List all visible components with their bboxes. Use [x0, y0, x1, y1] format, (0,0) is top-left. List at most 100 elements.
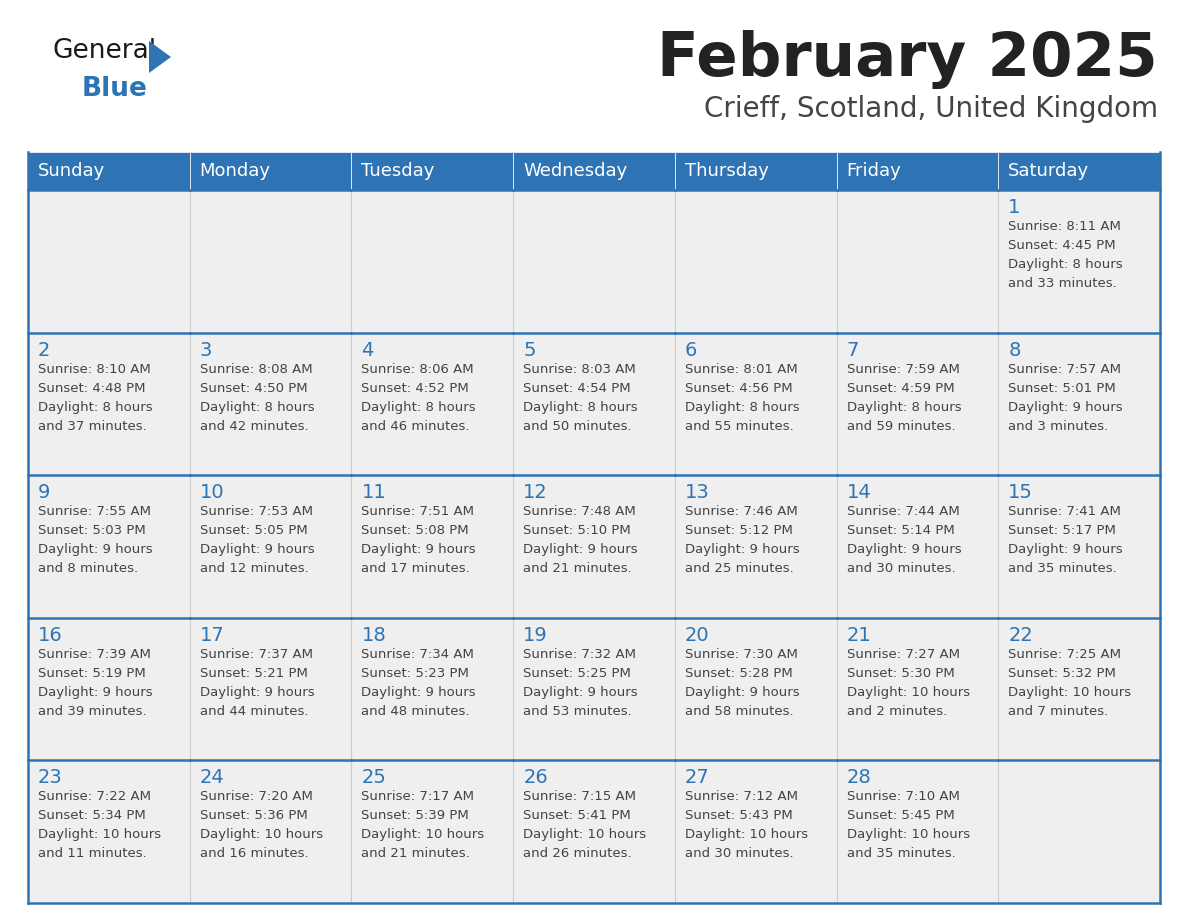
Text: and 17 minutes.: and 17 minutes. — [361, 562, 470, 576]
Text: Daylight: 10 hours: Daylight: 10 hours — [847, 828, 969, 842]
Text: Sunrise: 7:55 AM: Sunrise: 7:55 AM — [38, 505, 151, 518]
Text: Daylight: 9 hours: Daylight: 9 hours — [200, 543, 315, 556]
Bar — [998, 332, 1159, 476]
Text: Sunset: 5:12 PM: Sunset: 5:12 PM — [684, 524, 792, 537]
Bar — [190, 476, 352, 618]
Text: Daylight: 9 hours: Daylight: 9 hours — [523, 686, 638, 699]
Bar — [29, 152, 190, 190]
Bar — [29, 332, 190, 476]
Text: and 30 minutes.: and 30 minutes. — [684, 847, 794, 860]
Bar — [352, 190, 513, 332]
Text: Daylight: 9 hours: Daylight: 9 hours — [1009, 400, 1123, 414]
Text: Sunrise: 7:57 AM: Sunrise: 7:57 AM — [1009, 363, 1121, 375]
Text: Daylight: 10 hours: Daylight: 10 hours — [684, 828, 808, 842]
Text: Sunrise: 7:10 AM: Sunrise: 7:10 AM — [847, 790, 960, 803]
Bar — [190, 332, 352, 476]
Text: 27: 27 — [684, 768, 709, 788]
Text: Daylight: 8 hours: Daylight: 8 hours — [361, 400, 476, 414]
Text: Sunrise: 8:03 AM: Sunrise: 8:03 AM — [523, 363, 636, 375]
Text: and 58 minutes.: and 58 minutes. — [684, 705, 794, 718]
Bar — [998, 152, 1159, 190]
Text: Sunset: 5:01 PM: Sunset: 5:01 PM — [1009, 382, 1116, 395]
Text: 20: 20 — [684, 626, 709, 644]
Text: 25: 25 — [361, 768, 386, 788]
Text: Sunrise: 7:44 AM: Sunrise: 7:44 AM — [847, 505, 960, 518]
Text: Tuesday: Tuesday — [361, 162, 435, 180]
Bar — [190, 152, 352, 190]
Bar — [29, 760, 190, 903]
Text: Daylight: 8 hours: Daylight: 8 hours — [38, 400, 152, 414]
Text: Sunrise: 7:37 AM: Sunrise: 7:37 AM — [200, 648, 312, 661]
Text: 16: 16 — [38, 626, 63, 644]
Text: 18: 18 — [361, 626, 386, 644]
Bar — [352, 618, 513, 760]
Text: and 8 minutes.: and 8 minutes. — [38, 562, 138, 576]
Text: General: General — [52, 38, 156, 64]
Text: Sunset: 4:45 PM: Sunset: 4:45 PM — [1009, 239, 1116, 252]
Text: February 2025: February 2025 — [657, 30, 1158, 89]
Text: and 16 minutes.: and 16 minutes. — [200, 847, 309, 860]
Text: 7: 7 — [847, 341, 859, 360]
Text: Sunrise: 7:27 AM: Sunrise: 7:27 AM — [847, 648, 960, 661]
Text: and 53 minutes.: and 53 minutes. — [523, 705, 632, 718]
Text: Friday: Friday — [847, 162, 902, 180]
Text: and 2 minutes.: and 2 minutes. — [847, 705, 947, 718]
Text: Sunrise: 7:51 AM: Sunrise: 7:51 AM — [361, 505, 474, 518]
Text: Sunset: 5:34 PM: Sunset: 5:34 PM — [38, 810, 146, 823]
Text: and 26 minutes.: and 26 minutes. — [523, 847, 632, 860]
Text: 10: 10 — [200, 483, 225, 502]
Text: Sunset: 4:54 PM: Sunset: 4:54 PM — [523, 382, 631, 395]
Bar — [675, 152, 836, 190]
Bar — [675, 618, 836, 760]
Text: Daylight: 9 hours: Daylight: 9 hours — [361, 686, 476, 699]
Text: Sunset: 5:19 PM: Sunset: 5:19 PM — [38, 666, 146, 680]
Text: 1: 1 — [1009, 198, 1020, 217]
Text: Sunrise: 7:53 AM: Sunrise: 7:53 AM — [200, 505, 312, 518]
Text: Sunrise: 8:06 AM: Sunrise: 8:06 AM — [361, 363, 474, 375]
Text: Sunset: 5:17 PM: Sunset: 5:17 PM — [1009, 524, 1117, 537]
Text: and 21 minutes.: and 21 minutes. — [361, 847, 470, 860]
Bar — [836, 152, 998, 190]
Text: and 50 minutes.: and 50 minutes. — [523, 420, 632, 432]
Bar — [513, 190, 675, 332]
Text: Sunday: Sunday — [38, 162, 106, 180]
Text: Sunrise: 7:20 AM: Sunrise: 7:20 AM — [200, 790, 312, 803]
Text: Sunset: 5:41 PM: Sunset: 5:41 PM — [523, 810, 631, 823]
Text: Sunset: 5:45 PM: Sunset: 5:45 PM — [847, 810, 954, 823]
Text: Daylight: 9 hours: Daylight: 9 hours — [361, 543, 476, 556]
Text: Daylight: 9 hours: Daylight: 9 hours — [847, 543, 961, 556]
Text: Daylight: 9 hours: Daylight: 9 hours — [1009, 543, 1123, 556]
Text: and 42 minutes.: and 42 minutes. — [200, 420, 309, 432]
Text: 6: 6 — [684, 341, 697, 360]
Text: Sunset: 5:08 PM: Sunset: 5:08 PM — [361, 524, 469, 537]
Text: Sunrise: 7:34 AM: Sunrise: 7:34 AM — [361, 648, 474, 661]
Text: and 25 minutes.: and 25 minutes. — [684, 562, 794, 576]
Bar — [998, 618, 1159, 760]
Text: and 7 minutes.: and 7 minutes. — [1009, 705, 1108, 718]
Bar — [513, 760, 675, 903]
Bar — [29, 190, 190, 332]
Text: Daylight: 10 hours: Daylight: 10 hours — [38, 828, 162, 842]
Text: Wednesday: Wednesday — [523, 162, 627, 180]
Text: Sunrise: 7:39 AM: Sunrise: 7:39 AM — [38, 648, 151, 661]
Text: Sunset: 5:28 PM: Sunset: 5:28 PM — [684, 666, 792, 680]
Text: Daylight: 10 hours: Daylight: 10 hours — [523, 828, 646, 842]
Text: 26: 26 — [523, 768, 548, 788]
Text: Sunrise: 7:12 AM: Sunrise: 7:12 AM — [684, 790, 798, 803]
Text: Sunset: 5:30 PM: Sunset: 5:30 PM — [847, 666, 954, 680]
Text: 21: 21 — [847, 626, 871, 644]
Bar — [675, 190, 836, 332]
Text: Crieff, Scotland, United Kingdom: Crieff, Scotland, United Kingdom — [703, 95, 1158, 123]
Text: and 21 minutes.: and 21 minutes. — [523, 562, 632, 576]
Text: and 48 minutes.: and 48 minutes. — [361, 705, 470, 718]
Bar — [29, 618, 190, 760]
Text: 11: 11 — [361, 483, 386, 502]
Text: Sunrise: 8:11 AM: Sunrise: 8:11 AM — [1009, 220, 1121, 233]
Text: Sunset: 5:39 PM: Sunset: 5:39 PM — [361, 810, 469, 823]
Bar — [675, 332, 836, 476]
Text: Sunrise: 8:10 AM: Sunrise: 8:10 AM — [38, 363, 151, 375]
Text: Sunrise: 8:01 AM: Sunrise: 8:01 AM — [684, 363, 797, 375]
Text: Daylight: 8 hours: Daylight: 8 hours — [200, 400, 315, 414]
Text: Daylight: 9 hours: Daylight: 9 hours — [38, 686, 152, 699]
Text: Sunset: 5:36 PM: Sunset: 5:36 PM — [200, 810, 308, 823]
